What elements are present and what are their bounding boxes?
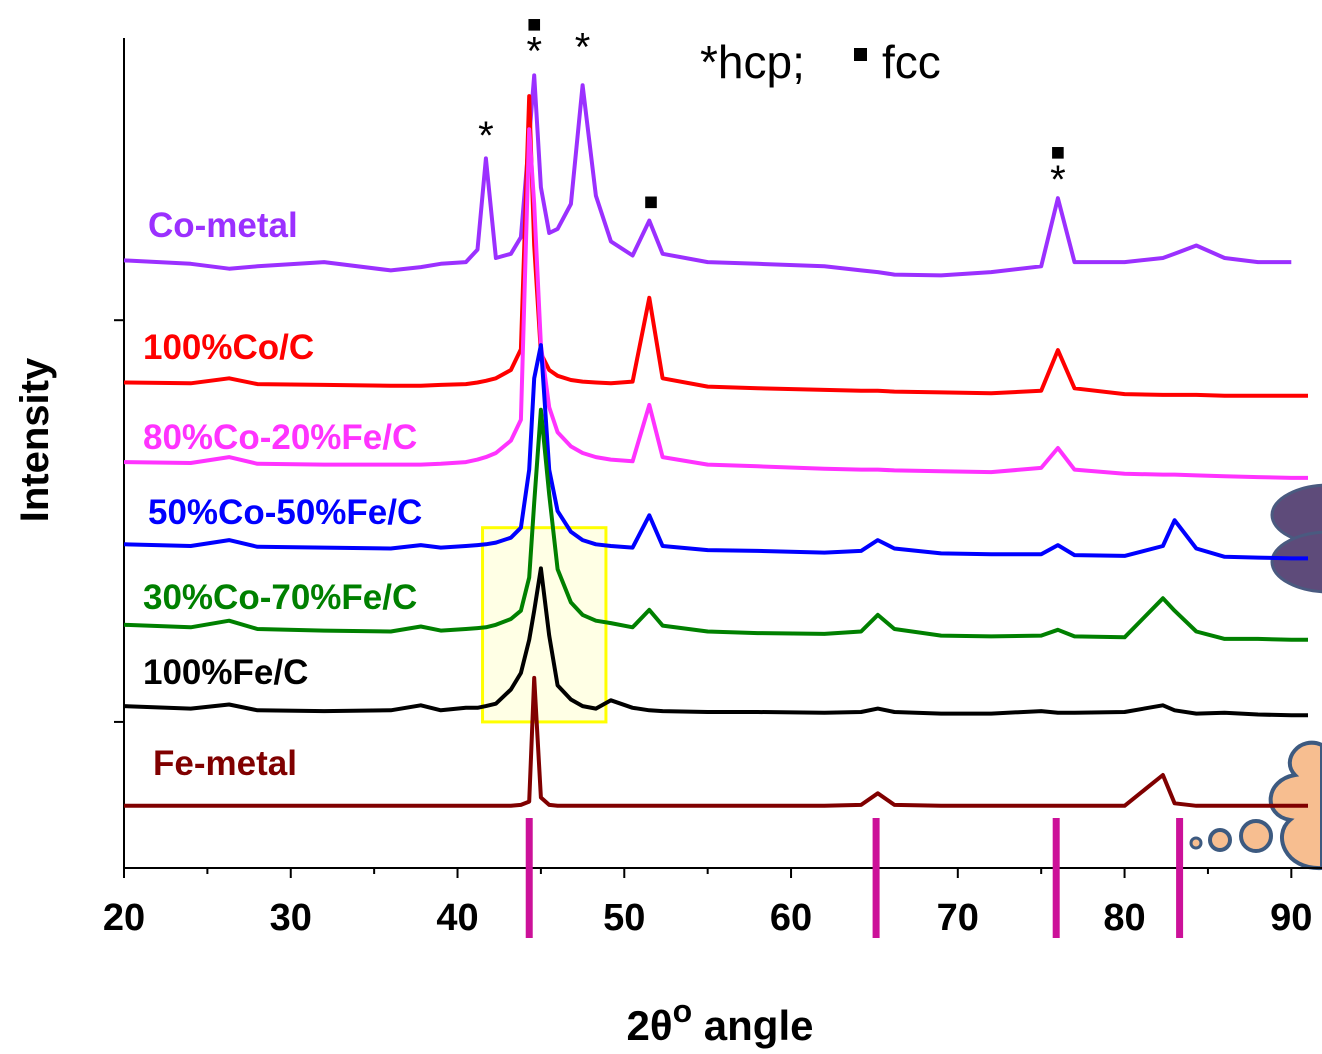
x-tick-label: 60: [770, 897, 812, 939]
series-label: 100%Fe/C: [143, 653, 308, 692]
series-label: Fe-metal: [153, 744, 297, 783]
x-axis-label-rest: angle: [692, 1002, 813, 1049]
series-line: [123, 343, 1308, 561]
series-line: [123, 127, 1308, 480]
peak-annotation: *: [478, 114, 494, 158]
series-line: [123, 73, 1292, 278]
decoration: [1239, 819, 1273, 853]
x-tick-label: 40: [436, 897, 478, 939]
x-tick-label: 90: [1270, 897, 1312, 939]
peak-annotation: ■: [644, 189, 659, 216]
legend-hcp: *hcp;: [700, 36, 805, 88]
peak-annotation: ■: [527, 11, 542, 38]
x-tick-label: 80: [1103, 897, 1145, 939]
peak-annotation: *: [526, 29, 542, 73]
legend-fcc-symbol: [854, 48, 867, 61]
decoration: [1208, 828, 1232, 852]
series-label: 80%Co-20%Fe/C: [143, 418, 417, 457]
series-label: 50%Co-50%Fe/C: [148, 493, 422, 532]
series-label: 100%Co/C: [143, 328, 314, 367]
peak-annotation: *: [1050, 158, 1066, 202]
x-axis-label: 2θo angle: [627, 993, 814, 1049]
x-tick-label: 70: [937, 897, 979, 939]
plot: 20 30 40 50 60 70 80 90 Co-metal 100%Co/C 80%Co-20…: [103, 11, 1322, 939]
decoration: [1270, 530, 1322, 594]
x-axis-label-main: 2θ: [627, 1002, 673, 1049]
peak-annotation: *: [575, 25, 591, 69]
x-tick-label: 30: [270, 897, 312, 939]
peak-annotation: ■: [1051, 139, 1066, 166]
series-line: [123, 566, 1308, 718]
series-line: [123, 407, 1308, 642]
highlight-box: [481, 526, 608, 724]
y-axis-label: Intensity: [13, 357, 57, 522]
x-tick-label: 50: [603, 897, 645, 939]
decoration: [1189, 836, 1203, 850]
series-line: [124, 675, 1308, 808]
x-axis-label-sup: o: [673, 993, 693, 1029]
x-tick-label: 20: [103, 897, 145, 939]
series-line: [123, 94, 1308, 398]
series-label: Co-metal: [148, 206, 298, 245]
decoration: [1270, 483, 1322, 547]
legend-fcc: fcc: [882, 36, 941, 88]
series-label: 30%Co-70%Fe/C: [143, 578, 417, 617]
